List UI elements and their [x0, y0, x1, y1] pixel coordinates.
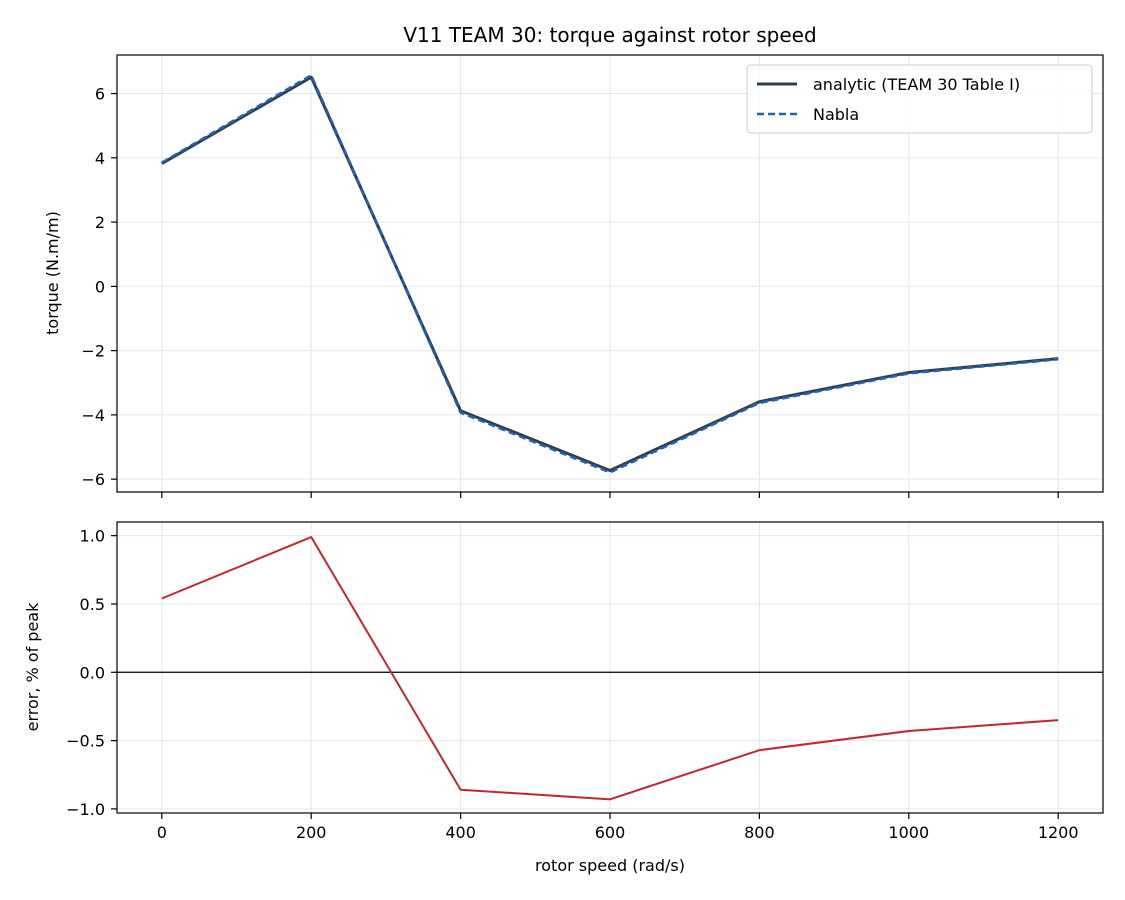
- error-line: [161, 536, 1059, 801]
- torque-grid: [117, 55, 1103, 492]
- y-tick-label: 2: [95, 213, 105, 232]
- x-tick-label: 400: [445, 823, 476, 842]
- y-tick-label: 6: [95, 85, 105, 104]
- torque-series: [161, 73, 1059, 474]
- error-panel: 0 200 400 600 800 1000 1200 −1.0−0.50.00.51.0 …: [23, 521, 1104, 875]
- torque-y-ticks: −6 −4 −2 0 2 4 6: [81, 85, 117, 489]
- y-tick-label: −2: [81, 342, 105, 361]
- y-tick-label: 1.0: [80, 527, 105, 546]
- y-tick-label: −0.5: [66, 732, 105, 751]
- torque-x-ticks: [161, 492, 1059, 498]
- y-tick-label: 0: [95, 277, 105, 296]
- x-tick-label: 1000: [888, 823, 929, 842]
- legend: analytic (TEAM 30 Table I) Nabla: [746, 64, 1093, 134]
- chart-title: V11 TEAM 30: torque against rotor speed: [403, 23, 816, 47]
- torque-y-axis-label: torque (N.m/m): [43, 211, 62, 335]
- error-y-axis-label: error, % of peak: [23, 602, 42, 732]
- y-tick-label: −1.0: [66, 800, 105, 819]
- y-tick-label: 0.5: [80, 595, 105, 614]
- error-y-ticks: −1.0 −0.5 0.0 0.5 1.0: [66, 527, 117, 819]
- legend-label-analytic: analytic (TEAM 30 Table I): [813, 75, 1020, 94]
- x-tick-label: 1200: [1038, 823, 1079, 842]
- torque-panel: −6 −4 −2 0 2 4 6 V11 TEAM 30: torque against r…: [43, 23, 1104, 498]
- error-series: [161, 536, 1059, 801]
- y-tick-label: 4: [95, 149, 105, 168]
- x-tick-label: 600: [595, 823, 626, 842]
- x-tick-label: 0: [157, 823, 167, 842]
- x-tick-label: 800: [744, 823, 775, 842]
- legend-label-nabla: Nabla: [813, 105, 859, 124]
- y-tick-label: −4: [81, 406, 105, 425]
- error-x-ticks: 0 200 400 600 800 1000 1200: [157, 813, 1079, 842]
- x-axis-label: rotor speed (rad/s): [535, 856, 685, 875]
- analytic-team-30-table-i-line: [161, 75, 1059, 472]
- legend-box: [746, 64, 1093, 134]
- y-tick-label: −6: [81, 470, 105, 489]
- y-tick-label: 0.0: [80, 663, 105, 682]
- x-tick-label: 200: [296, 823, 327, 842]
